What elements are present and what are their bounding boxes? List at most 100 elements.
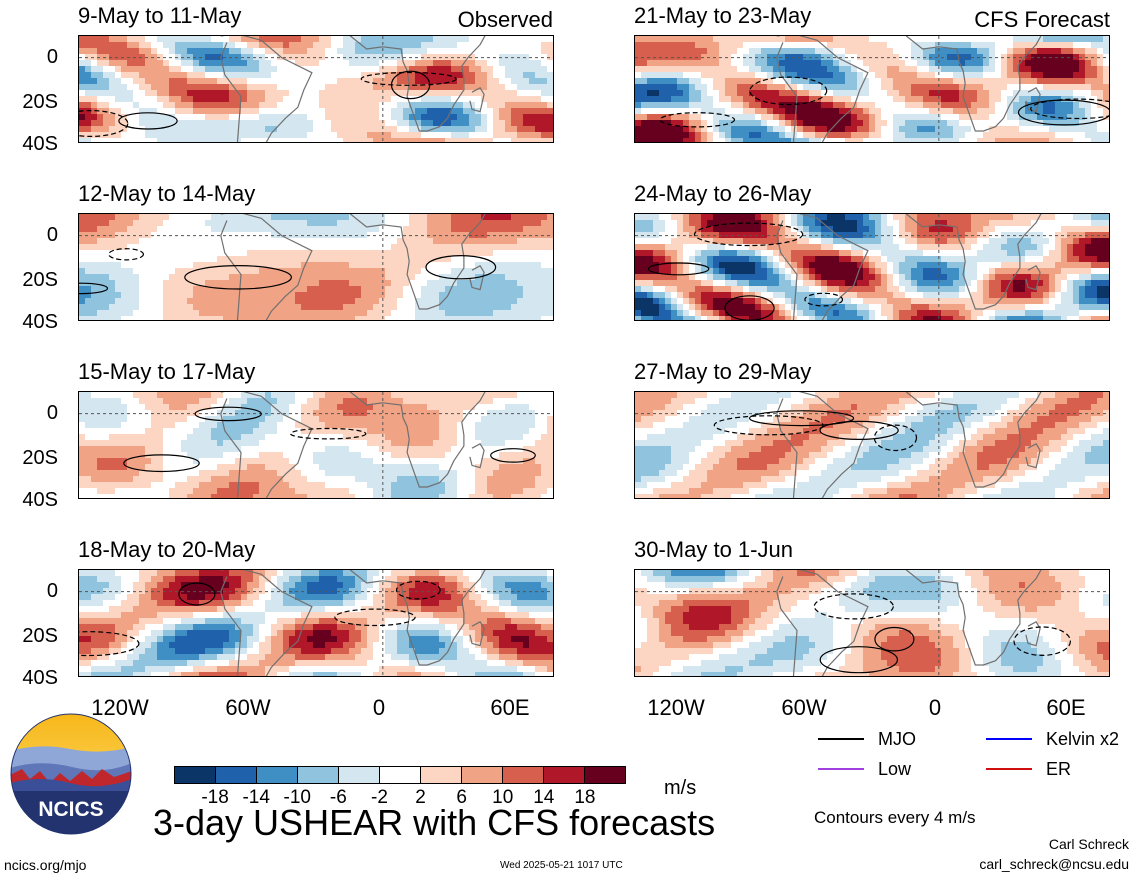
field-cell (211, 612, 218, 619)
field-cell (541, 250, 548, 257)
field-cell (463, 488, 470, 495)
field-cell (463, 250, 470, 257)
field-cell (553, 42, 554, 49)
field-cell (457, 286, 464, 293)
field-cell (193, 90, 200, 97)
field-cell (229, 316, 236, 320)
field-cell (517, 416, 524, 423)
field-cell (187, 214, 194, 221)
field-cell (463, 66, 470, 73)
field-cell (427, 582, 434, 589)
field-cell (427, 90, 434, 97)
field-cell (469, 588, 476, 595)
field-cell (205, 404, 212, 411)
field-cell (499, 60, 506, 67)
field-cell (265, 226, 272, 233)
field-cell (523, 494, 530, 498)
field-cell (175, 428, 182, 435)
field-cell (463, 494, 470, 498)
field-cell (403, 298, 410, 305)
field-cell (301, 316, 308, 320)
field-cell (163, 36, 170, 43)
field-cell (403, 470, 410, 477)
field-cell (187, 132, 194, 139)
field-cell (193, 214, 200, 221)
field-cell (421, 48, 428, 55)
field-cell (463, 102, 470, 109)
field-cell (271, 594, 278, 601)
field-cell (313, 494, 320, 498)
forecast-tag: CFS Forecast (974, 7, 1110, 32)
field-cell (115, 250, 122, 257)
field-cell (319, 398, 326, 405)
field-cell (367, 286, 374, 293)
field-cell (325, 428, 332, 435)
field-cell (127, 274, 134, 281)
field-cell (283, 582, 290, 589)
field-cell (109, 286, 116, 293)
field-cell (373, 220, 380, 227)
field-cell (199, 606, 206, 613)
field-cell (379, 244, 386, 251)
field-cell (427, 594, 434, 601)
field-cell (427, 96, 434, 103)
field-cell (277, 494, 284, 498)
field-cell (229, 84, 236, 91)
field-cell (283, 256, 290, 263)
field-cell (139, 214, 146, 221)
field-cell (529, 286, 536, 293)
field-cell (439, 570, 446, 577)
field-cell (403, 392, 410, 399)
field-cell (439, 268, 446, 275)
field-cell (349, 286, 356, 293)
field-cell (181, 494, 188, 498)
field-cell (523, 78, 530, 85)
field-cell (307, 452, 314, 459)
field-cell (433, 60, 440, 67)
field-cell (313, 316, 320, 320)
field-cell (415, 250, 422, 257)
field-cell (349, 54, 356, 61)
field-cell (397, 310, 404, 317)
field-cell (469, 612, 476, 619)
field-cell (433, 226, 440, 233)
field-cell (163, 410, 170, 417)
field-cell (85, 316, 92, 320)
field-cell (475, 588, 482, 595)
field-cell (253, 262, 260, 269)
field-cell (217, 304, 224, 311)
field-cell (295, 114, 302, 121)
field-cell (79, 570, 86, 577)
field-cell (481, 476, 488, 483)
field-cell (259, 138, 266, 142)
field-cell (421, 60, 428, 67)
field-cell (133, 96, 140, 103)
field-cell (391, 458, 398, 465)
field-cell (337, 428, 344, 435)
field-cell (331, 286, 338, 293)
field-cell (421, 310, 428, 317)
field-cell (379, 226, 386, 233)
field-cell (499, 66, 506, 73)
field-cell (373, 576, 380, 583)
field-cell (367, 588, 374, 595)
field-cell (337, 494, 344, 498)
field-cell (391, 274, 398, 281)
field-cell (379, 600, 386, 607)
field-cell (205, 488, 212, 495)
field-cell (277, 108, 284, 115)
field-cell (277, 280, 284, 287)
field-cell (463, 96, 470, 103)
field-cell (439, 422, 446, 429)
field-cell (295, 416, 302, 423)
field-cell (379, 488, 386, 495)
field-cell (211, 262, 218, 269)
field-cell (211, 576, 218, 583)
field-cell (397, 54, 404, 61)
field-cell (79, 238, 86, 245)
field-cell (505, 48, 512, 55)
field-cell (391, 464, 398, 471)
field-cell (181, 398, 188, 405)
field-cell (475, 60, 482, 67)
field-cell (283, 226, 290, 233)
